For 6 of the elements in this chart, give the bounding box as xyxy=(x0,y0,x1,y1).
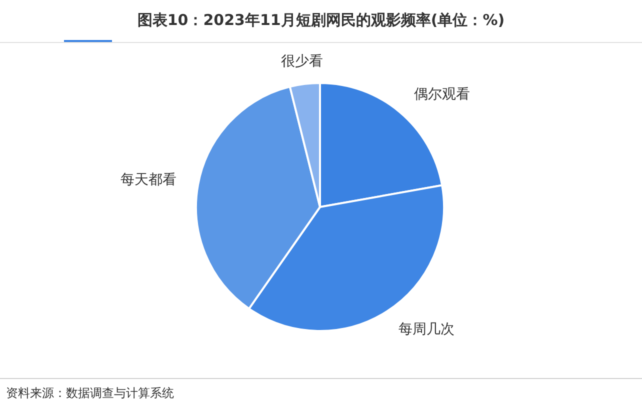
slice-label: 每周几次 xyxy=(398,322,455,338)
slice-label: 偶尔观看 xyxy=(414,86,470,103)
text: 资料来源：数据调查与计算系统 xyxy=(6,385,174,402)
slice-label: 很少看 xyxy=(281,54,324,70)
slice-label: 每天都看 xyxy=(120,172,176,188)
chart-title: 图表10：2023年11月短剧网民的观影频率(单位：%) xyxy=(136,10,506,31)
